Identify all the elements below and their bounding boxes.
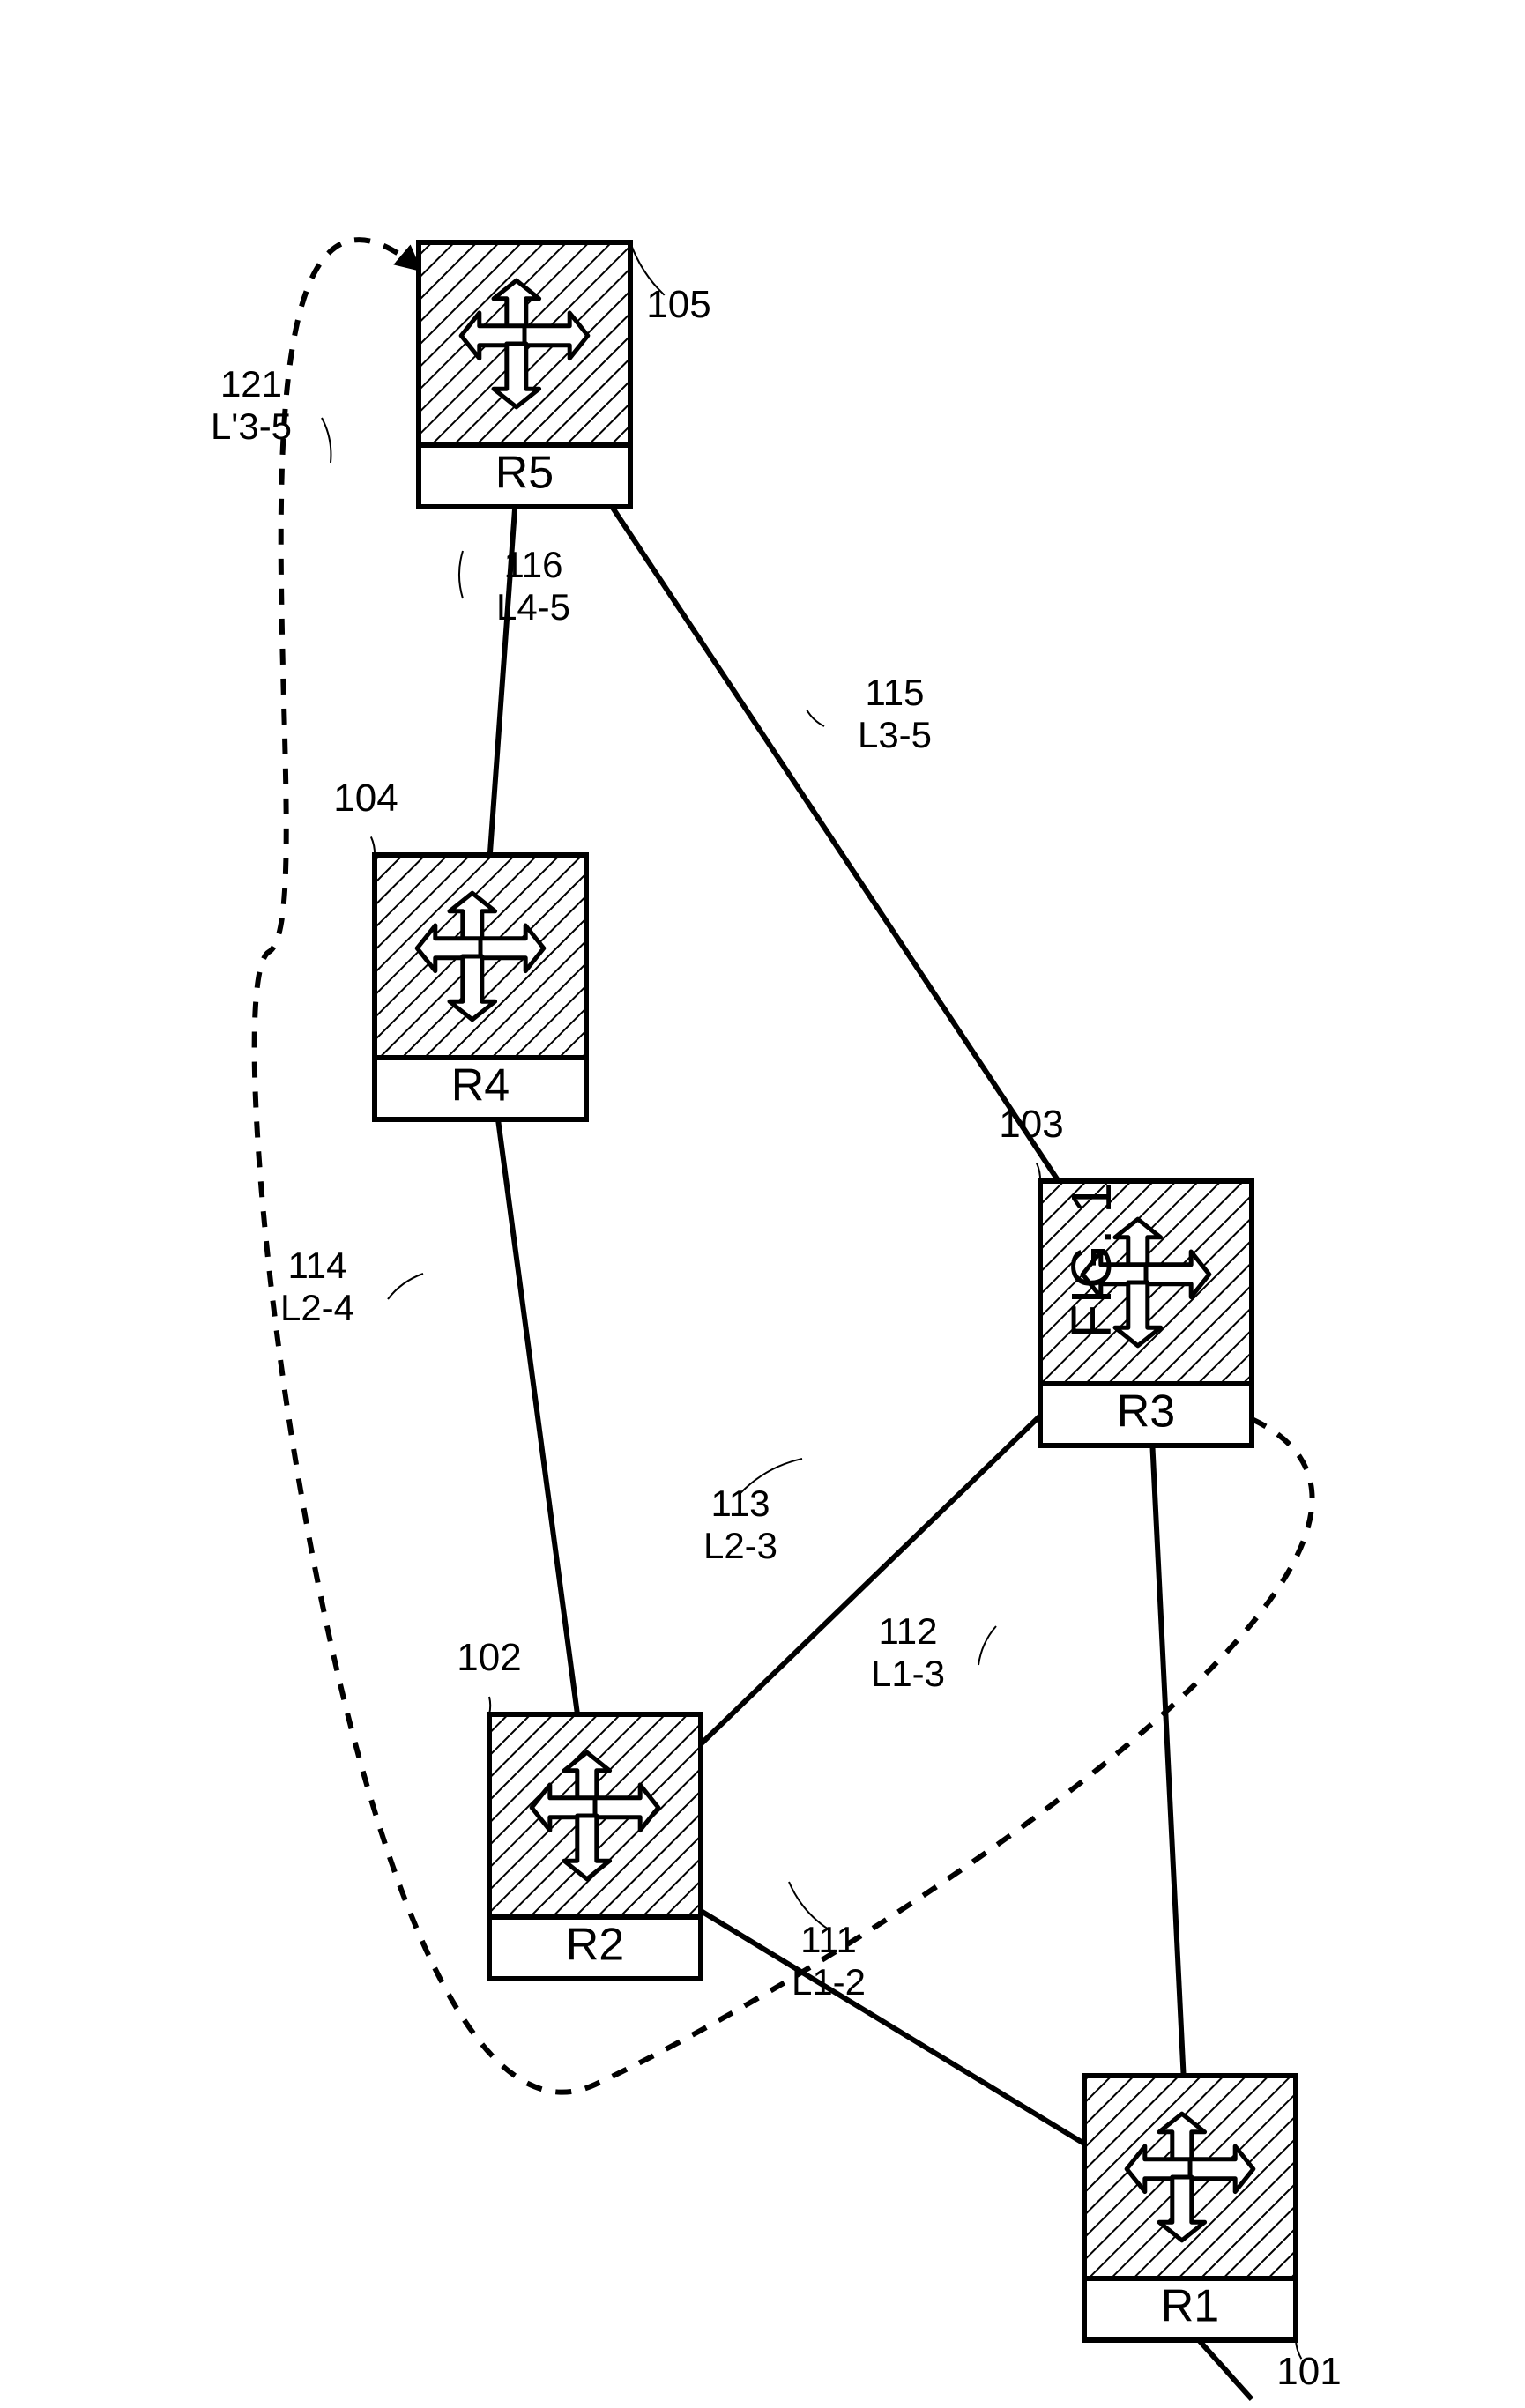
link-L2-4 (498, 1119, 577, 1714)
router-ref: 104 (333, 777, 398, 820)
link-ref: 121 (220, 363, 282, 405)
link-ref: 113 (711, 1483, 770, 1524)
figure-caption: FIG. 1 (1060, 1182, 1123, 1339)
router-node-R1: R1 101 (1084, 2076, 1342, 2393)
router-ref: 101 (1276, 2350, 1341, 2393)
router-ref: 102 (457, 1636, 521, 1679)
leader-line (807, 710, 824, 726)
link-label-L1-3: 112L1-3 (871, 1610, 996, 1694)
link-ref: 116 (504, 544, 563, 585)
link-external-r1 (1199, 2340, 1252, 2399)
link-name: L'3-5 (211, 405, 292, 447)
leader-line (1037, 1163, 1040, 1181)
router-label: R2 (566, 1920, 624, 1971)
link-label-L'3-5: 121L'3-5 (211, 363, 331, 463)
router-label: R3 (1117, 1386, 1175, 1438)
link-name: L3-5 (858, 714, 932, 755)
link-label-L2-3: 113L2-3 (703, 1459, 802, 1566)
link-L1-2 (701, 1911, 1084, 2144)
network-diagram: 111L1-2112L1-3113L2-3114L2-4115L3-5116L4… (0, 0, 1525, 2408)
link-L'3-5 (255, 240, 1313, 2092)
link-L3-5 (612, 507, 1058, 1181)
leader-line (459, 551, 463, 598)
leader-line (322, 418, 331, 463)
link-L1-3 (1152, 1446, 1183, 2076)
router-label: R1 (1161, 2281, 1219, 2332)
link-name: L1-2 (792, 1961, 866, 2003)
leader-line (489, 1697, 490, 1714)
link-name: L4-5 (496, 586, 570, 628)
link-ref: 112 (879, 1610, 938, 1652)
nodes-layer: R1 101 R2 102 R3 103 R4 104 R5 105 (333, 242, 1341, 2393)
link-ref: 115 (866, 672, 925, 713)
router-node-R3: R3 103 (999, 1103, 1252, 1446)
link-label-L4-5: 116L4-5 (459, 544, 570, 628)
router-label: R4 (451, 1060, 510, 1111)
link-ref: 114 (288, 1245, 347, 1286)
router-node-R4: R4 104 (333, 777, 586, 1119)
link-label-L2-4: 114L2-4 (280, 1245, 423, 1328)
link-name: L2-4 (280, 1287, 354, 1328)
leader-line (978, 1626, 996, 1665)
leader-line (371, 836, 375, 855)
leader-line (388, 1274, 423, 1299)
link-name: L2-3 (703, 1525, 777, 1566)
router-node-R2: R2 102 (457, 1636, 701, 1979)
router-label: R5 (495, 448, 554, 499)
link-L2-3 (701, 1416, 1040, 1744)
link-name: L1-3 (871, 1653, 945, 1694)
router-ref: 105 (646, 283, 710, 326)
link-label-L3-5: 115L3-5 (807, 672, 932, 755)
router-node-R5: R5 105 (419, 242, 711, 507)
router-ref: 103 (999, 1103, 1063, 1146)
